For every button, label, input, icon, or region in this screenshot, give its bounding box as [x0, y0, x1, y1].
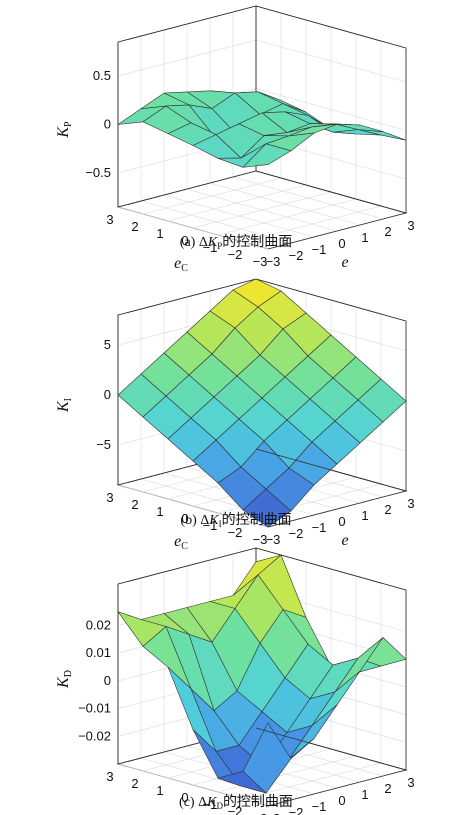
x-tick-label: −2: [289, 248, 304, 263]
y-axis-label-sub: C: [181, 541, 188, 552]
x-tick-label: 3: [407, 775, 414, 790]
y-tick-label: 3: [106, 769, 113, 784]
y-tick-label: −1: [203, 797, 218, 812]
z-tick-label: −0.01: [78, 701, 111, 716]
y-tick-label: −2: [228, 525, 243, 540]
surface: [117, 278, 407, 528]
y-tick-label: 1: [156, 783, 163, 798]
z-axis-label: KD: [55, 670, 74, 689]
y-tick-label: 2: [131, 497, 138, 512]
z-axis-label: KP: [55, 121, 74, 139]
x-tick-label: −3: [266, 811, 281, 815]
x-axis-label: e: [341, 254, 348, 271]
x-tick-label: 0: [338, 793, 345, 808]
z-axis-label-sub: P: [63, 121, 74, 127]
y-axis-label: eC: [174, 255, 188, 274]
z-tick-label: 0.01: [86, 645, 111, 660]
y-tick-label: −1: [203, 518, 218, 533]
x-tick-label: 1: [361, 787, 368, 802]
y-axis-label-sub: C: [181, 263, 188, 274]
y-tick-label: 2: [131, 219, 138, 234]
y-tick-label: −3: [253, 532, 268, 547]
x-tick-label: 0: [338, 514, 345, 529]
surface: [117, 90, 407, 168]
z-tick-label: 0.5: [93, 68, 111, 83]
y-tick-label: 3: [106, 490, 113, 505]
surface-facet-r0-c0: [242, 143, 292, 168]
y-tick-label: 1: [156, 226, 163, 241]
x-tick-label: 2: [384, 781, 391, 796]
surface-facet-r0-c0: [242, 722, 292, 794]
y-tick-label: −2: [228, 247, 243, 262]
z-tick-label: 0: [104, 673, 111, 688]
chart-caption: (a) ΔKP的控制曲面: [180, 234, 292, 251]
z-tick-label: −5: [96, 437, 111, 452]
z-tick-label: 0: [104, 117, 111, 132]
y-tick-label: 2: [131, 776, 138, 791]
y-axis-label: eC: [174, 533, 188, 552]
x-tick-label: 1: [361, 230, 368, 245]
x-tick-label: −2: [289, 526, 304, 541]
x-tick-label: 3: [407, 218, 414, 233]
y-tick-label: 3: [106, 212, 113, 227]
surface-facet-r0-c0: [242, 488, 292, 528]
x-tick-label: −1: [312, 242, 327, 257]
x-tick-label: 0: [338, 236, 345, 251]
x-tick-label: 2: [384, 224, 391, 239]
z-axis-label-sub: I: [63, 398, 74, 401]
y-tick-label: −2: [228, 804, 243, 815]
z-axis-label: KI: [55, 398, 74, 413]
x-axis-label: e: [341, 532, 348, 549]
x-tick-label: −1: [312, 520, 327, 535]
surface-chart-1: 5 0 −5 KI −3 −2 −1 0 1 2 3 e −3 −2 −1 0 1 2 3 eC (b) ΔKI的控制曲…: [55, 278, 415, 552]
y-tick-label: −1: [203, 240, 218, 255]
x-axis-label: e: [341, 811, 348, 815]
z-tick-label: −0.5: [85, 165, 111, 180]
z-tick-label: 0: [104, 387, 111, 402]
y-tick-label: −3: [253, 811, 268, 815]
z-axis-label-sub: D: [63, 670, 74, 677]
x-tick-label: −3: [266, 532, 281, 547]
x-tick-label: −1: [312, 799, 327, 814]
y-tick-label: 0: [181, 790, 188, 805]
y-axis-label: eC: [174, 812, 188, 815]
chart-caption: (b) ΔKI的控制曲面: [180, 512, 291, 529]
z-tick-label: −0.02: [78, 728, 111, 743]
y-tick-label: −3: [253, 254, 268, 269]
z-tick-label: 5: [104, 337, 111, 352]
x-tick-label: 2: [384, 502, 391, 517]
y-tick-label: 0: [181, 511, 188, 526]
y-tick-label: 1: [156, 504, 163, 519]
surface-chart-0: 0.5 0 −0.5 KP −3 −2 −1 0 1 2 3 e −3 −2 −1 0 1 2 3 eC (a) ΔKP…: [55, 5, 415, 274]
chart-caption: (c) ΔKD的控制曲面: [179, 794, 293, 811]
y-tick-label: 0: [181, 233, 188, 248]
surface-chart-2: 0.02 0.01 0 −0.01 −0.02 KD −3 −2 −1 0 1 2 3 e −3 −2 −1 0 1…: [55, 547, 415, 815]
surface: [117, 554, 407, 794]
x-tick-label: 1: [361, 508, 368, 523]
x-tick-label: −3: [266, 254, 281, 269]
z-tick-label: 0.02: [86, 618, 111, 633]
x-tick-label: 3: [407, 496, 414, 511]
x-tick-label: −2: [289, 805, 304, 815]
